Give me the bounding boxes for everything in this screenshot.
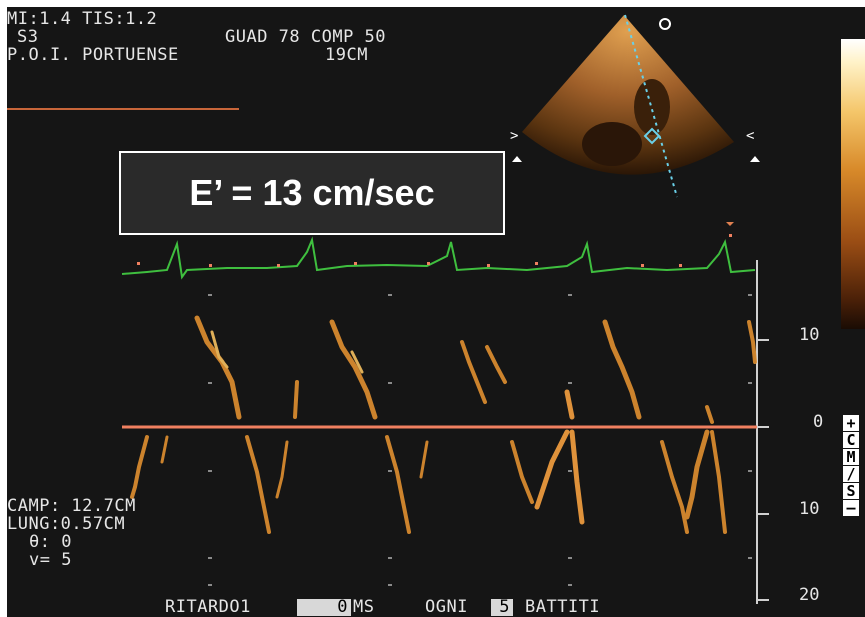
circle-marker-icon xyxy=(659,18,671,30)
unit-char: + xyxy=(843,415,859,431)
beats-label: BATTITI xyxy=(525,597,601,617)
callout-text: E’ = 13 cm/sec xyxy=(189,172,435,213)
scale-label-neg20: 20 xyxy=(799,585,820,605)
delay-value-field[interactable]: 0 xyxy=(297,599,351,616)
chamber-shadow-2 xyxy=(634,79,670,135)
scale-label-zero: 0 xyxy=(813,412,824,432)
header-divider xyxy=(7,108,239,110)
unit-char: – xyxy=(843,500,859,516)
gain-compression-readout: GUAD 78 COMP 50 xyxy=(225,27,387,47)
measurement-callout: E’ = 13 cm/sec xyxy=(119,151,505,235)
ecg-trace xyxy=(121,236,756,280)
chamber-shadow xyxy=(582,122,642,166)
ultrasound-screen: MI:1.4 TIS:1.2 S3 GUAD 78 COMP 50 P.O.I.… xyxy=(7,7,865,617)
scale-label-neg10: 10 xyxy=(799,499,820,519)
angle-readout: θ: 0 xyxy=(29,532,72,552)
depth-readout: 19CM xyxy=(325,45,368,65)
unit-char: / xyxy=(843,466,859,482)
gate-length-readout: LUNG:0.57CM xyxy=(7,514,126,534)
unit-char: S xyxy=(843,483,859,499)
time-ticks xyxy=(208,294,752,586)
unit-char: C xyxy=(843,432,859,448)
mi-tis-readout: MI:1.4 TIS:1.2 xyxy=(7,9,158,29)
triangle-marker-icon xyxy=(726,222,734,226)
every-label: OGNI xyxy=(425,597,468,617)
triangle-marker-icon xyxy=(750,156,760,162)
sample-depth-readout: CAMP: 12.7CM xyxy=(7,496,136,516)
tissue-doppler-waveform xyxy=(130,315,757,534)
sector-fan xyxy=(522,15,734,175)
institution-label: P.O.I. PORTUENSE xyxy=(7,45,179,65)
unit-char: M xyxy=(843,449,859,465)
echo-sector-image: > < xyxy=(510,14,760,226)
angle-bracket-icon: > xyxy=(510,128,518,144)
beats-value-field[interactable]: 5 xyxy=(491,599,513,616)
sample-volume-gate xyxy=(643,127,661,145)
scale-label-pos10: 10 xyxy=(799,325,820,345)
ecg-markers xyxy=(137,234,732,267)
v-readout: v= 5 xyxy=(29,550,72,570)
doppler-spectrum-panel xyxy=(121,234,769,604)
ms-unit: MS xyxy=(353,597,375,617)
probe-preset: S3 xyxy=(17,27,39,47)
delay-label: RITARDO1 xyxy=(165,597,251,617)
color-map-bar xyxy=(841,39,865,329)
triangle-marker-icon xyxy=(512,156,522,162)
angle-bracket-icon: < xyxy=(746,128,754,144)
